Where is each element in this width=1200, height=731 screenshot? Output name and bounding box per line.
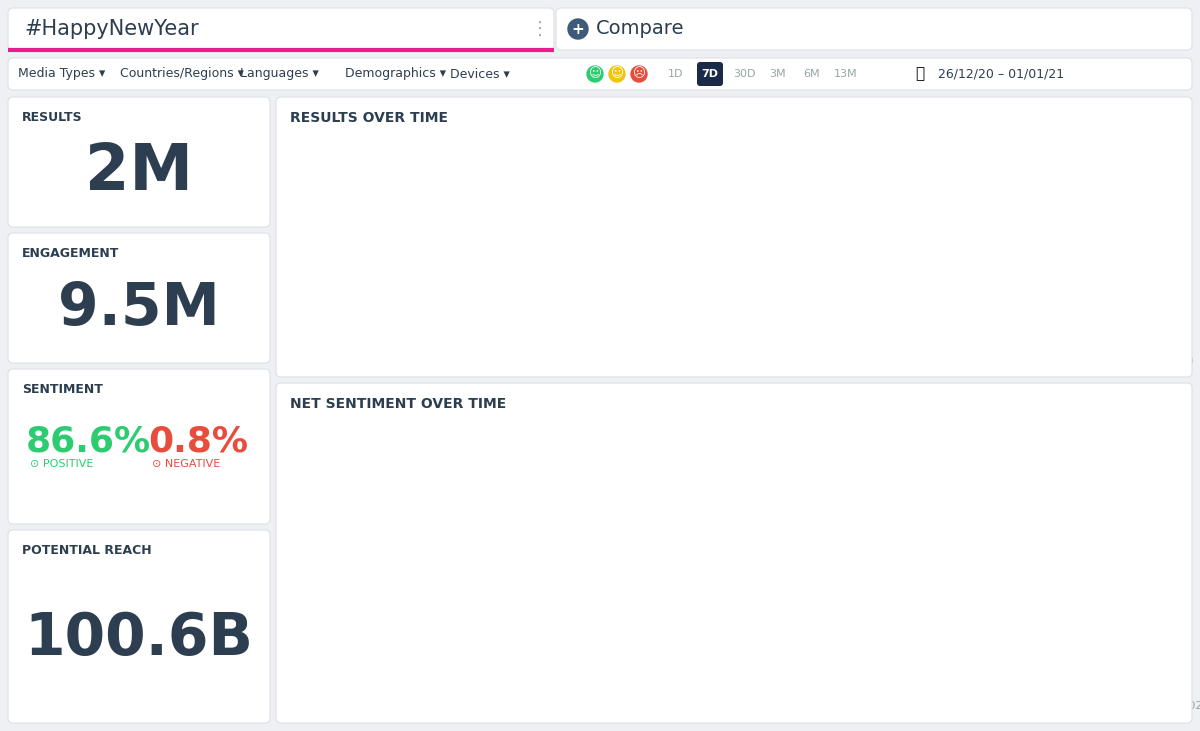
Text: 30D: 30D [733, 69, 755, 79]
Text: ☹: ☹ [632, 67, 646, 80]
Text: 9.5M: 9.5M [58, 279, 220, 336]
FancyBboxPatch shape [556, 8, 1192, 50]
FancyBboxPatch shape [276, 383, 1192, 723]
Text: #HappyNewYear: #HappyNewYear [24, 19, 199, 39]
Text: ⋮: ⋮ [530, 20, 550, 38]
FancyBboxPatch shape [8, 369, 270, 524]
Text: +: + [571, 21, 584, 37]
Text: Devices ▾: Devices ▾ [450, 67, 510, 80]
Text: 7D: 7D [702, 69, 719, 79]
Text: 86.6%: 86.6% [26, 424, 151, 458]
Text: Media Types ▾: Media Types ▾ [18, 67, 106, 80]
Text: RESULTS: RESULTS [22, 111, 83, 124]
Text: Compare: Compare [596, 20, 684, 39]
Text: 13M: 13M [834, 69, 858, 79]
Text: 2M: 2M [85, 141, 193, 203]
Text: ENGAGEMENT: ENGAGEMENT [22, 247, 119, 260]
Text: ☺: ☺ [611, 67, 624, 80]
Text: 0.8%: 0.8% [148, 424, 248, 458]
Text: 6M: 6M [804, 69, 821, 79]
FancyBboxPatch shape [8, 530, 270, 723]
FancyBboxPatch shape [8, 233, 270, 363]
FancyBboxPatch shape [276, 97, 1192, 377]
Text: 1D: 1D [668, 69, 684, 79]
Text: ⊙ NEGATIVE: ⊙ NEGATIVE [152, 459, 221, 469]
Text: ⊙ POSITIVE: ⊙ POSITIVE [30, 459, 94, 469]
Text: 🗓: 🗓 [916, 67, 924, 81]
Text: SENTIMENT: SENTIMENT [22, 383, 103, 396]
Text: RESULTS OVER TIME: RESULTS OVER TIME [290, 111, 448, 125]
Text: 100.6B: 100.6B [24, 610, 253, 667]
Circle shape [631, 66, 647, 82]
Circle shape [587, 66, 604, 82]
Text: Demographics ▾: Demographics ▾ [346, 67, 446, 80]
Text: 26/12/20 – 01/01/21: 26/12/20 – 01/01/21 [938, 67, 1064, 80]
Text: Languages ▾: Languages ▾ [240, 67, 319, 80]
FancyBboxPatch shape [8, 58, 1192, 90]
Text: POTENTIAL REACH: POTENTIAL REACH [22, 544, 151, 557]
FancyBboxPatch shape [8, 97, 270, 227]
Text: ☺: ☺ [588, 67, 601, 80]
FancyBboxPatch shape [697, 62, 722, 86]
Text: 3M: 3M [769, 69, 786, 79]
Circle shape [568, 19, 588, 39]
FancyBboxPatch shape [8, 8, 554, 50]
Text: NET SENTIMENT OVER TIME: NET SENTIMENT OVER TIME [290, 397, 506, 411]
Circle shape [610, 66, 625, 82]
Text: Countries/Regions ▾: Countries/Regions ▾ [120, 67, 244, 80]
